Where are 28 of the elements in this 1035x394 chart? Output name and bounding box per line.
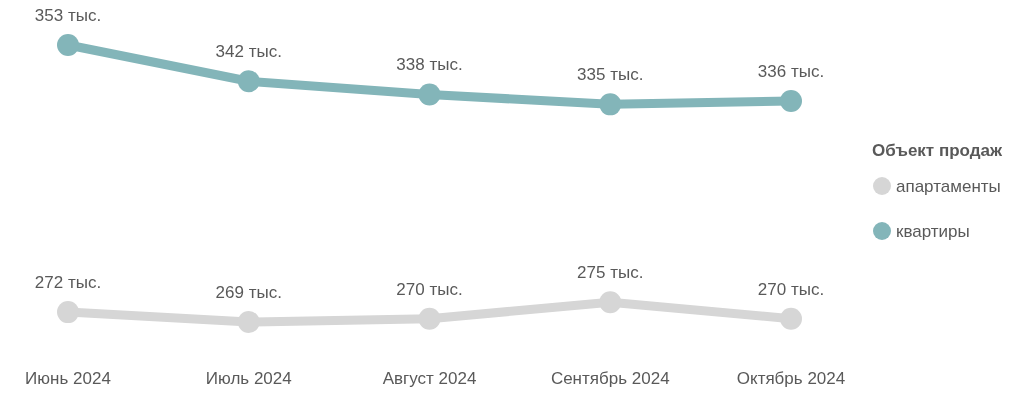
legend-label: апартаменты <box>896 177 1001 196</box>
data-label: 336 тыс. <box>757 62 825 82</box>
point <box>780 90 802 113</box>
point <box>599 93 622 116</box>
x-tick-label: Июнь 2024 <box>25 369 111 388</box>
x-tick-label: Июль 2024 <box>205 369 292 388</box>
point <box>599 291 622 314</box>
data-label: 275 тыс. <box>577 263 644 283</box>
data-label: 342 тыс. <box>215 42 282 62</box>
data-label: 272 тыс. <box>34 273 102 293</box>
data-label: 338 тыс. <box>396 55 463 75</box>
data-label: 335 тыс. <box>577 65 644 85</box>
legend-title: Объект продаж <box>872 141 1003 160</box>
point <box>57 34 79 56</box>
x-tick-label: Сентябрь 2024 <box>550 369 670 388</box>
point <box>418 83 441 106</box>
data-label: 270 тыс. <box>396 279 463 299</box>
point <box>237 311 260 333</box>
x-tick-label: Октябрь 2024 <box>736 369 846 388</box>
point <box>418 307 441 330</box>
point <box>57 301 79 324</box>
data-label: 269 тыс. <box>215 283 282 302</box>
x-tick-label: Август 2024 <box>382 369 477 388</box>
data-label: 353 тыс. <box>34 6 102 25</box>
data-label: 270 тыс. <box>757 279 825 299</box>
legend-label: квартиры <box>896 222 970 241</box>
point <box>237 70 260 93</box>
point <box>780 307 802 330</box>
